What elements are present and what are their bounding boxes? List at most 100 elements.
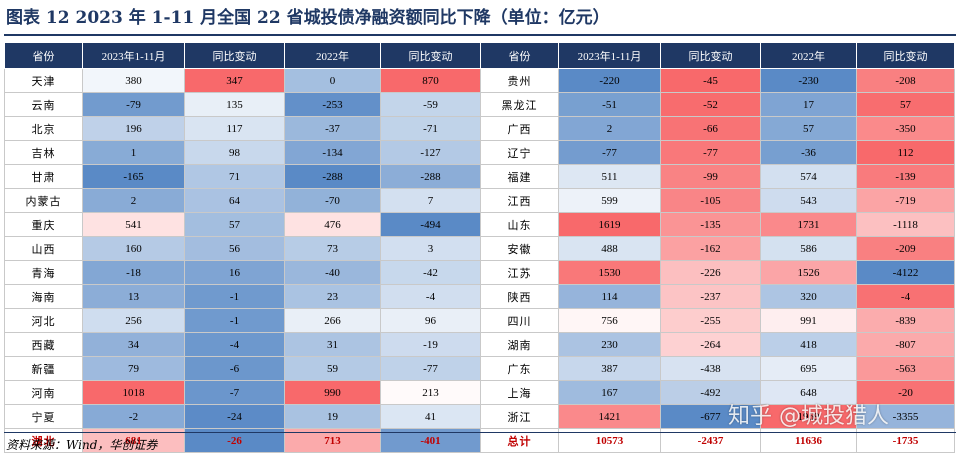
value-cell: -66: [660, 116, 761, 141]
table-row: 云南 -79 135 -253 -59 黑龙江 -51 -52 17 57: [4, 92, 955, 117]
value-cell: -135: [660, 212, 761, 237]
value-cell: 31: [284, 332, 381, 357]
value-cell: 756: [558, 308, 661, 333]
table-row: 河北 256 -1 266 96 四川 756 -255 991 -839: [4, 308, 955, 333]
value-cell: -1: [184, 284, 285, 309]
table-row: 河南 1018 -7 990 213 上海 167 -492 648 -20: [4, 380, 955, 405]
table-row: 山西 160 56 73 3 安徽 488 -162 586 -209: [4, 236, 955, 261]
value-cell: -134: [284, 140, 381, 165]
value-cell: -839: [856, 308, 955, 333]
value-cell: -350: [856, 116, 955, 141]
province-cell: 安徽: [480, 236, 559, 261]
value-cell: 380: [82, 68, 185, 93]
value-cell: -253: [284, 92, 381, 117]
value-cell: -4122: [856, 260, 955, 285]
province-cell: 重庆: [4, 212, 83, 237]
table-row: 甘肃 -165 71 -288 -288 福建 511 -99 574 -139: [4, 164, 955, 189]
value-cell: 230: [558, 332, 661, 357]
header-2022-left: 2022年: [284, 42, 381, 69]
value-cell: 476: [284, 212, 381, 237]
value-cell: 213: [380, 380, 481, 405]
province-cell: 天津: [4, 68, 83, 93]
province-cell: 吉林: [4, 140, 83, 165]
value-cell: -51: [558, 92, 661, 117]
value-cell: -438: [660, 356, 761, 381]
value-cell: -52: [660, 92, 761, 117]
data-table-container: 省份 2023年1-11月 同比变动 2022年 同比变动 省份 2023年1-…: [4, 42, 955, 453]
value-cell: -208: [856, 68, 955, 93]
value-cell: 112: [856, 140, 955, 165]
value-cell: -220: [558, 68, 661, 93]
value-cell: 0: [284, 68, 381, 93]
value-cell: -226: [660, 260, 761, 285]
value-cell: -77: [558, 140, 661, 165]
value-cell: -1: [184, 308, 285, 333]
header-yoy-right: 同比变动: [660, 42, 761, 69]
header-yoy-left: 同比变动: [184, 42, 285, 69]
province-cell: 甘肃: [4, 164, 83, 189]
province-cell: 河南: [4, 380, 83, 405]
value-cell: -677: [660, 404, 761, 429]
province-cell: 四川: [480, 308, 559, 333]
value-cell: 541: [82, 212, 185, 237]
value-cell: 1530: [558, 260, 661, 285]
value-cell: 1526: [760, 260, 857, 285]
value-cell: 1619: [558, 212, 661, 237]
province-cell: 辽宁: [480, 140, 559, 165]
value-cell: 1421: [558, 404, 661, 429]
province-cell: 江苏: [480, 260, 559, 285]
province-cell: 内蒙古: [4, 188, 83, 213]
province-cell: 广西: [480, 116, 559, 141]
value-cell: 13: [82, 284, 185, 309]
header-yoy2-left: 同比变动: [380, 42, 481, 69]
header-row: 省份 2023年1-11月 同比变动 2022年 同比变动 省份 2023年1-…: [4, 42, 955, 69]
value-cell: -20: [856, 380, 955, 405]
value-cell: 1018: [82, 380, 185, 405]
value-cell: 57: [184, 212, 285, 237]
value-cell: -36: [760, 140, 857, 165]
header-province-right: 省份: [480, 42, 559, 69]
value-cell: -4: [184, 332, 285, 357]
province-cell: 宁夏: [4, 404, 83, 429]
province-cell: 浙江: [480, 404, 559, 429]
title-divider: [4, 34, 956, 36]
value-cell: 41: [380, 404, 481, 429]
province-cell: 湖南: [480, 332, 559, 357]
value-cell: -77: [380, 356, 481, 381]
value-cell: 114: [558, 284, 661, 309]
value-cell: -237: [660, 284, 761, 309]
value-cell: 418: [760, 332, 857, 357]
value-cell: 266: [284, 308, 381, 333]
table-row: 新疆 79 -6 59 -77 广东 387 -438 695 -563: [4, 356, 955, 381]
table-row: 内蒙古 2 64 -70 7 江西 599 -105 543 -719: [4, 188, 955, 213]
province-cell: 西藏: [4, 332, 83, 357]
value-cell: 347: [184, 68, 285, 93]
value-cell: 1: [82, 140, 185, 165]
net-financing-table: 省份 2023年1-11月 同比变动 2022年 同比变动 省份 2023年1-…: [4, 42, 955, 453]
province-cell: 山东: [480, 212, 559, 237]
value-cell: 160: [82, 236, 185, 261]
value-cell: -79: [82, 92, 185, 117]
table-row: 海南 13 -1 23 -4 陕西 114 -237 320 -4: [4, 284, 955, 309]
value-cell: -40: [284, 260, 381, 285]
value-cell: 488: [558, 236, 661, 261]
value-cell: -105: [660, 188, 761, 213]
value-cell: -1118: [856, 212, 955, 237]
value-cell: 648: [760, 380, 857, 405]
value-cell: -288: [284, 164, 381, 189]
header-yoy2-right: 同比变动: [856, 42, 955, 69]
value-cell: -807: [856, 332, 955, 357]
value-cell: -162: [660, 236, 761, 261]
value-cell: -77: [660, 140, 761, 165]
figure-title: 图表 12 2023 年 1-11 月全国 22 省城投债净融资额同比下降（单位…: [6, 8, 610, 28]
province-cell: 贵州: [480, 68, 559, 93]
value-cell: -264: [660, 332, 761, 357]
value-cell: -70: [284, 188, 381, 213]
value-cell: 64: [184, 188, 285, 213]
value-cell: 574: [760, 164, 857, 189]
value-cell: 135: [184, 92, 285, 117]
province-cell: 江西: [480, 188, 559, 213]
value-cell: -288: [380, 164, 481, 189]
province-cell: 广东: [480, 356, 559, 381]
value-cell: -24: [184, 404, 285, 429]
